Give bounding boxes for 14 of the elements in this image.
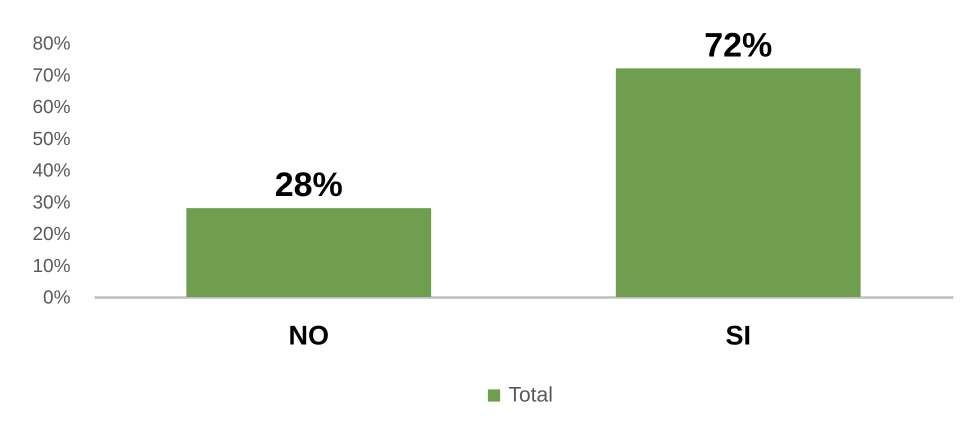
y-tick-label: 60%: [32, 97, 71, 118]
y-tick-label: 0%: [43, 288, 71, 308]
y-tick-label: 40%: [32, 160, 71, 182]
legend-label: Total: [508, 384, 553, 406]
y-tick-label: 80%: [32, 34, 71, 54]
y-tick-label: 10%: [32, 256, 71, 277]
x-tick-label: NO: [288, 320, 329, 350]
x-tick-label: SI: [725, 320, 752, 350]
y-tick-label: 70%: [32, 65, 71, 86]
data-label: 72%: [704, 26, 772, 64]
y-tick-label: 30%: [32, 192, 71, 214]
y-tick-label: 20%: [32, 224, 71, 245]
data-label: 28%: [274, 166, 343, 204]
y-tick-label: 50%: [32, 128, 71, 150]
